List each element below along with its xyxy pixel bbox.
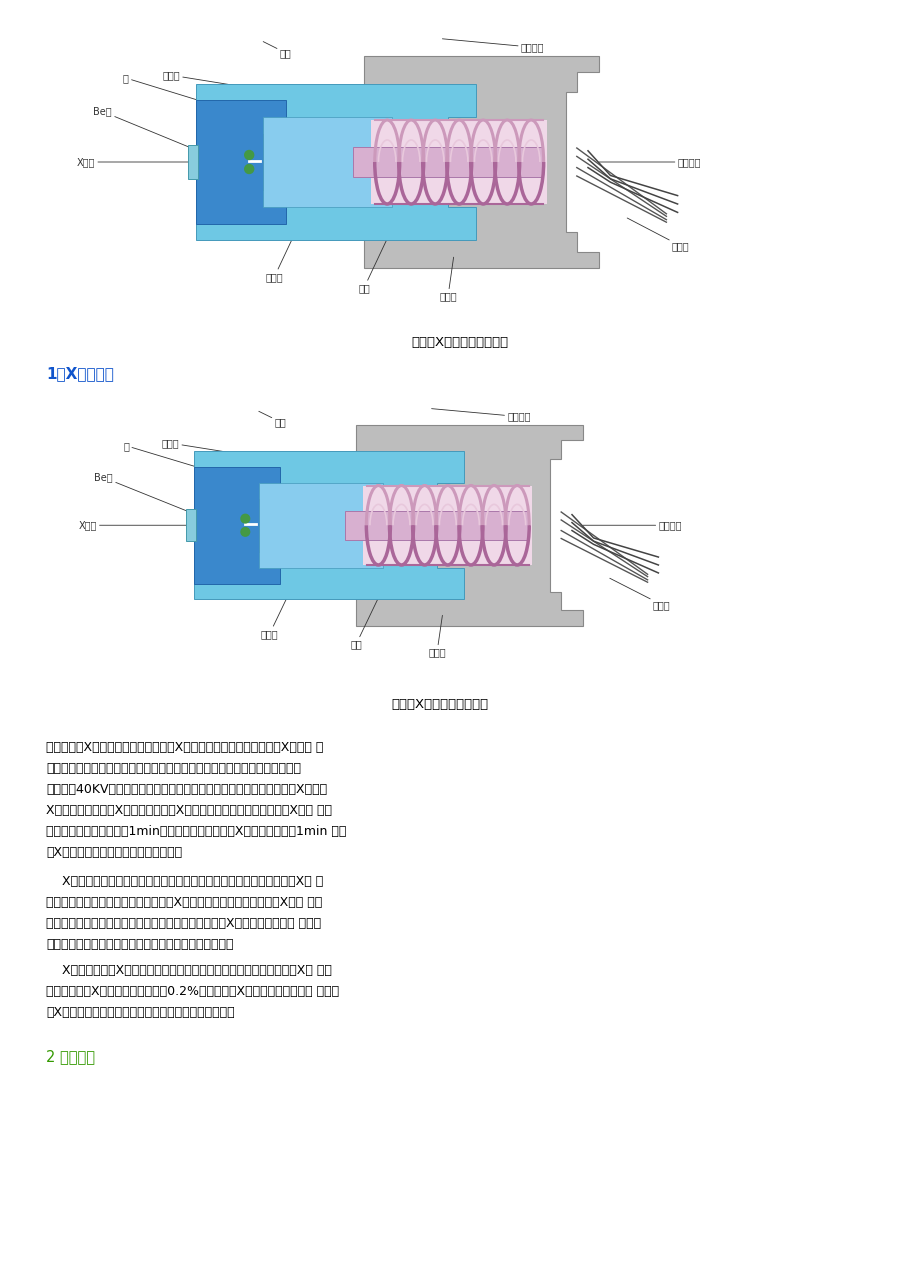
Text: 端窗型X射线管结构示意图: 端窗型X射线管结构示意图 xyxy=(411,336,508,350)
Text: Be窗: Be窗 xyxy=(95,472,190,513)
Polygon shape xyxy=(194,467,280,583)
Text: 度也增强。但并不是说管工作电压越高越好，因为入射X射线的荧光激发效 率与其: 度也增强。但并不是说管工作电压越高越好，因为入射X射线的荧光激发效 率与其 xyxy=(46,917,321,930)
Text: 冷却水: 冷却水 xyxy=(260,588,291,639)
Text: X射线管产生的X射线透过铍窗入射到样品上，激发出样品元素的特征X射 线，: X射线管产生的X射线透过铍窗入射到样品上，激发出样品元素的特征X射 线， xyxy=(46,963,332,977)
Text: 冷却水: 冷却水 xyxy=(609,578,670,610)
Text: Be窗: Be窗 xyxy=(93,107,192,148)
Text: 结构示意图。灯丝和靶极密封在抽成真空的金属罩内，灯丝和靶极之间加高压: 结构示意图。灯丝和靶极密封在抽成真空的金属罩内，灯丝和靶极之间加高压 xyxy=(46,762,301,775)
Circle shape xyxy=(241,514,249,523)
Text: 玻璃: 玻璃 xyxy=(350,600,377,649)
Polygon shape xyxy=(352,147,542,177)
Text: 冷却水: 冷却水 xyxy=(266,230,297,282)
Text: 靶: 靶 xyxy=(123,73,235,111)
Text: X射线管产生的一次X射线，作为激发X射线荧光的辐射源。只有当一次X射线 的波: X射线管产生的一次X射线，作为激发X射线荧光的辐射源。只有当一次X射线 的波 xyxy=(46,804,332,817)
Text: 1、X射线管二: 1、X射线管二 xyxy=(46,366,114,382)
Text: X射线管的靶材和管工作电压决定了能有效激发受激元素的那部分一次X射 线: X射线管的靶材和管工作电压决定了能有效激发受激元素的那部分一次X射 线 xyxy=(46,875,323,888)
Polygon shape xyxy=(196,84,504,240)
Polygon shape xyxy=(194,450,491,600)
Text: 正高压电: 正高压电 xyxy=(598,157,700,167)
Polygon shape xyxy=(356,425,582,627)
Text: X射线: X射线 xyxy=(77,157,190,167)
Text: 2 分光系统: 2 分光系统 xyxy=(46,1049,95,1064)
Circle shape xyxy=(244,165,254,174)
Text: 端窗型X射线管结构示意图: 端窗型X射线管结构示意图 xyxy=(391,698,488,711)
Polygon shape xyxy=(263,117,408,207)
Polygon shape xyxy=(196,101,285,223)
Circle shape xyxy=(244,151,254,160)
Text: 的强度。管工作电压升高，短波长一次X射线比例增加，故产生的荧光X射线 的强: 的强度。管工作电压升高，短波长一次X射线比例增加，故产生的荧光X射线 的强 xyxy=(46,896,322,909)
Text: 正高压电: 正高压电 xyxy=(582,521,681,531)
Text: 玻璃: 玻璃 xyxy=(357,240,386,293)
Polygon shape xyxy=(364,56,598,268)
Text: 电子束: 电子束 xyxy=(162,438,237,454)
Text: 灯丝电源: 灯丝电源 xyxy=(431,408,530,421)
Polygon shape xyxy=(186,509,196,541)
Text: 两种类型的X射线荧光光谱仪都需要用X射线管作为激发光源。上图是X射线管 的: 两种类型的X射线荧光光谱仪都需要用X射线管作为激发光源。上图是X射线管 的 xyxy=(46,741,323,754)
Text: 正常工作时，X射线管所消耗功率的0.2%左右转变为X射线辐射，其余均变 为热能: 正常工作时，X射线管所消耗功率的0.2%左右转变为X射线辐射，其余均变 为热能 xyxy=(46,985,339,998)
Text: X射线: X射线 xyxy=(78,521,188,531)
Text: 绝缘油: 绝缘油 xyxy=(438,258,457,301)
Text: 使X射线管升温，因此必须不断的通冷却水冷却靶电极。: 使X射线管升温，因此必须不断的通冷却水冷却靶电极。 xyxy=(46,1005,234,1020)
Text: 灯丝电源: 灯丝电源 xyxy=(442,38,544,52)
Polygon shape xyxy=(371,120,547,204)
Text: 灯丝: 灯丝 xyxy=(263,42,291,57)
Circle shape xyxy=(241,527,249,536)
Text: 次X射线其能量不足以使受激元素激发。: 次X射线其能量不足以使受激元素激发。 xyxy=(46,846,182,859)
Polygon shape xyxy=(187,145,198,179)
Text: 灯丝: 灯丝 xyxy=(258,411,286,427)
Polygon shape xyxy=(258,482,399,568)
Text: 靶: 靶 xyxy=(123,440,232,477)
Polygon shape xyxy=(363,485,532,565)
Text: 绝缘油: 绝缘油 xyxy=(427,615,446,657)
Text: （一般为40KV），灯丝发射的电子经高压电场加速撞击在靶极上，产生X射线。: （一般为40KV），灯丝发射的电子经高压电场加速撞击在靶极上，产生X射线。 xyxy=(46,783,327,796)
Text: 冷却水: 冷却水 xyxy=(627,218,689,251)
Text: 电子束: 电子束 xyxy=(163,70,241,87)
Text: 长稍短于受激元素吸收限1min时，才能有效的激发出X射线荧光。大于1min 的一: 长稍短于受激元素吸收限1min时，才能有效的激发出X射线荧光。大于1min 的一 xyxy=(46,826,346,838)
Polygon shape xyxy=(345,510,528,540)
Text: 波长有关，越靠近被测元素吸收限波长，激发效率越高。: 波长有关，越靠近被测元素吸收限波长，激发效率越高。 xyxy=(46,938,233,951)
